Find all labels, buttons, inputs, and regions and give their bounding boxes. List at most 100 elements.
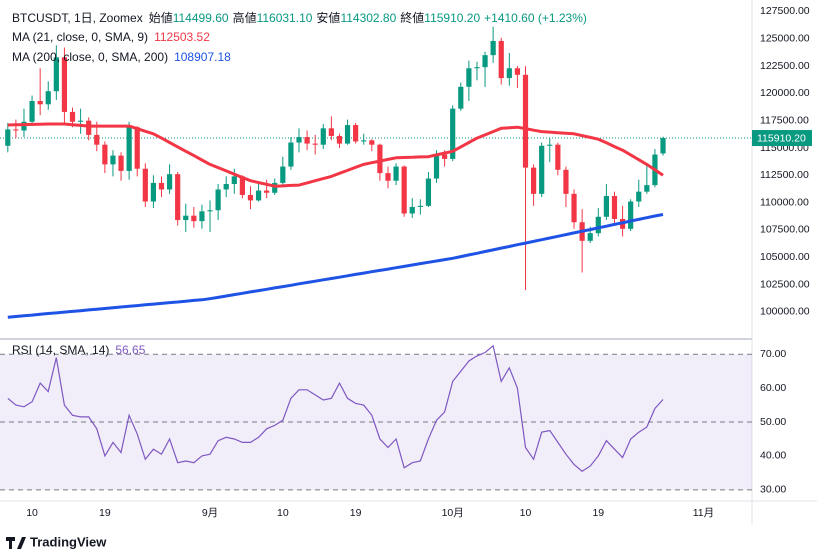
y-tick-label: 60.00 [760, 382, 786, 394]
ohlc-label: 始値 [148, 11, 173, 25]
candle-body [369, 140, 375, 145]
candle-body [320, 128, 326, 145]
candle-body [450, 108, 456, 159]
x-tick-label: 10月 [442, 507, 464, 519]
candle-body [636, 191, 642, 202]
candle-body [409, 206, 415, 214]
candle-body [239, 176, 245, 195]
candle-body [547, 144, 553, 146]
legend-main: BTCUSDT, 1日, Zoomex 始値114499.60 高値116031.1… [12, 9, 593, 26]
legend-ma: MA (200, close, 0, SMA, 200) 108907.18 [12, 50, 237, 64]
candle-body [175, 174, 181, 221]
y-tick-label: 105000.00 [760, 251, 810, 263]
candle-body [37, 101, 43, 105]
y-tick-label: 120000.00 [760, 87, 810, 99]
candle-body [118, 155, 124, 171]
candle-body [53, 57, 59, 92]
ma-name: MA (21, close, 0, SMA, 9) [12, 30, 149, 44]
y-tick-label: 127500.00 [760, 5, 810, 17]
ma-value: 112503.52 [154, 30, 210, 44]
ohlc-value: 116031.10 [256, 11, 313, 25]
candle-body [150, 182, 157, 202]
x-tick-label: 10 [277, 507, 289, 519]
candle-body [5, 129, 11, 146]
candle-body [231, 176, 237, 185]
candle-body [361, 140, 367, 142]
x-tick-label: 9月 [202, 507, 218, 519]
candle-body [498, 40, 504, 79]
legend-rsi: RSI (14, SMA, 14) 56.65 [12, 343, 151, 357]
candle-body [660, 138, 666, 154]
footer-brand: TradingView [30, 534, 107, 549]
candle-body [514, 68, 521, 75]
candle-body [134, 127, 140, 169]
ohlc-item: 終値115910.20 [400, 11, 480, 25]
candle-body [94, 134, 100, 145]
candle-body [45, 91, 51, 105]
candle-body [110, 155, 116, 165]
candle-body [425, 178, 432, 206]
y-tick-label: 70.00 [760, 348, 786, 360]
candle-body [102, 144, 108, 165]
y-tick-label: 110000.00 [760, 196, 809, 208]
y-tick-label: 102500.00 [760, 278, 810, 290]
ma-name: MA (200, close, 0, SMA, 200) [12, 50, 169, 64]
candle-body [126, 127, 132, 171]
candle-body [611, 196, 618, 219]
candle-body [272, 182, 278, 193]
change: +1410.60 (+1.23%) [484, 11, 587, 25]
rsi-band [0, 354, 752, 490]
candle-body [166, 174, 173, 190]
candle-body [328, 128, 334, 136]
candle-body [158, 182, 165, 190]
rsi-line [7, 344, 664, 472]
candle-body [466, 68, 472, 87]
candle-body [191, 215, 197, 222]
candle-body [603, 196, 609, 217]
x-tick-label: 19 [592, 507, 604, 519]
candle-body [280, 166, 286, 183]
candle-body [458, 86, 464, 109]
ohlc-item: 安値114302.80 [316, 11, 396, 25]
candle-body [644, 185, 650, 192]
candle-body [207, 210, 213, 212]
candle-body [312, 143, 318, 145]
candle-body [336, 135, 343, 144]
ma-line [7, 122, 664, 188]
candle-body [223, 184, 229, 190]
candle-body [385, 173, 391, 181]
candle-body [628, 201, 634, 229]
candle-body [61, 57, 68, 112]
candle-body [78, 120, 84, 122]
candle-body [417, 205, 423, 207]
y-tick-label: 30.00 [760, 484, 786, 496]
candle-body [563, 169, 569, 194]
candle-body [199, 211, 205, 222]
candle-body [288, 142, 294, 167]
candle-body [264, 190, 270, 193]
ohlc-value: 115910.20 [424, 11, 481, 25]
ohlc-value: 114302.80 [340, 11, 397, 25]
candle-body [142, 168, 148, 202]
ohlc-item: 高値116031.10 [233, 11, 313, 25]
candle-body [482, 55, 488, 68]
x-tick-label: 10 [520, 507, 532, 519]
candle-body [555, 144, 561, 170]
ma-value: 108907.18 [174, 50, 231, 64]
tradingview-logo [6, 537, 26, 549]
candle-body [530, 167, 537, 194]
candle-body [344, 125, 351, 144]
candle-body [393, 166, 399, 181]
rsi-name: RSI (14, SMA, 14) [12, 343, 110, 357]
ohlc-value: 114499.60 [172, 11, 229, 25]
candle-body [353, 125, 359, 142]
candle-body [539, 145, 545, 194]
candle-body [29, 101, 35, 122]
y-tick-label: 50.00 [760, 416, 786, 428]
x-tick-label: 11月 [693, 507, 714, 519]
candle-body [69, 111, 76, 122]
y-tick-label: 100000.00 [760, 306, 810, 318]
symbol: BTCUSDT, 1日, Zoomex [12, 11, 143, 25]
